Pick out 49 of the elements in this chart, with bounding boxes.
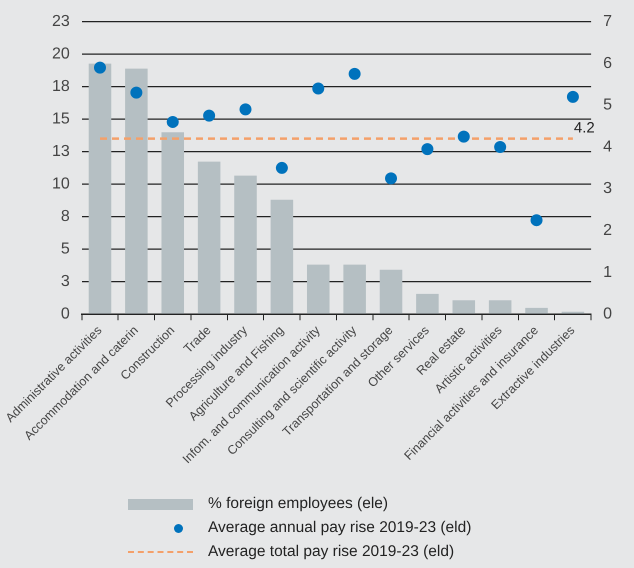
- bar: [525, 308, 548, 314]
- point: [130, 86, 142, 99]
- y2-tick-label: 7: [603, 13, 612, 30]
- point: [385, 172, 398, 184]
- point: [166, 116, 179, 128]
- y-tick-label: 23: [52, 13, 70, 30]
- y-tick-label: 8: [60, 208, 70, 226]
- legend-label: % foreign employees (ele): [208, 495, 388, 513]
- point: [348, 68, 361, 80]
- legend-label: Average total pay rise 2019-23 (eld): [208, 543, 454, 561]
- y-tick-label: 20: [52, 46, 70, 63]
- point: [276, 162, 288, 174]
- point: [421, 143, 434, 156]
- bar: [161, 132, 184, 314]
- y2-tick-label: 6: [603, 54, 612, 72]
- data-label: 4.2: [574, 119, 595, 136]
- point: [312, 82, 324, 94]
- y2-tick-label: 0: [603, 306, 612, 323]
- y-tick-label: 0: [60, 306, 70, 323]
- bar: [452, 300, 476, 314]
- y-tick-label: 18: [52, 78, 70, 96]
- y-tick-label: 3: [60, 273, 70, 290]
- y2-tick-label: 5: [603, 96, 612, 114]
- y-tick-label: 5: [60, 240, 70, 258]
- bar: [234, 176, 257, 314]
- bar: [343, 264, 366, 314]
- point: [530, 214, 543, 226]
- bar: [198, 162, 220, 314]
- point: [94, 62, 106, 74]
- point: [458, 130, 470, 143]
- bar: [270, 200, 294, 314]
- bar: [416, 294, 439, 314]
- y2-tick-label: 2: [603, 222, 612, 240]
- point: [566, 90, 579, 103]
- y2-tick-label: 3: [603, 180, 612, 198]
- point: [494, 141, 506, 154]
- bar: [125, 68, 148, 314]
- point: [203, 110, 216, 122]
- point: [240, 103, 252, 116]
- bar: [488, 300, 512, 314]
- y2-tick-label: 4: [603, 138, 612, 156]
- y-tick-label: 13: [52, 143, 70, 160]
- legend-label: Average annual pay rise 2019-23 (eld): [208, 519, 472, 537]
- y-tick-label: 15: [52, 110, 70, 128]
- y-tick-label: 10: [52, 176, 70, 193]
- bar: [380, 270, 402, 314]
- bar: [306, 264, 330, 314]
- y2-tick-label: 1: [603, 264, 612, 281]
- bar: [88, 64, 112, 314]
